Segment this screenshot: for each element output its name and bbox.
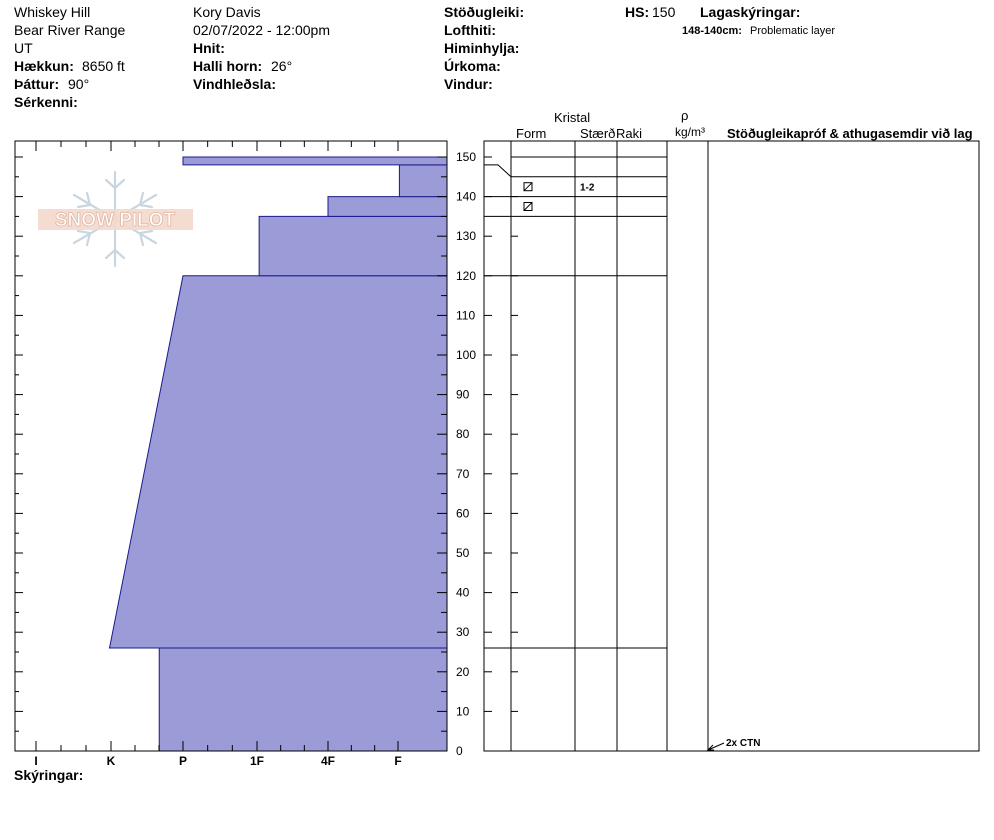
grain-size-label: 1-2 <box>580 183 595 194</box>
coordinates-label: Hnit: <box>193 40 225 56</box>
stability-tests: 2x CTN <box>706 738 760 751</box>
test-leader <box>707 742 725 751</box>
layer-connectors <box>484 164 512 649</box>
air-temperature-label: Lofthiti: <box>444 22 497 38</box>
density-symbol: ρ <box>681 108 689 123</box>
aspect-label: Þáttur: <box>14 76 60 92</box>
slope-label: Halli horn: <box>193 58 263 74</box>
test-label: 2x CTN <box>726 738 760 749</box>
form-header: Form <box>516 126 547 141</box>
hardness-layer <box>258 215 448 277</box>
hardness-tick-label: 4F <box>321 754 335 768</box>
faceted-grain-icon-slash <box>523 182 533 192</box>
precipitation-label: Úrkoma: <box>444 58 501 74</box>
location-name: Whiskey Hill <box>14 4 91 20</box>
snow-height-label: HS: <box>625 4 650 20</box>
faceted-grain-icon <box>523 202 533 211</box>
wind-loading-label: Vindhleðsla: <box>193 76 276 92</box>
watermark-logo: SNOW PILOT <box>55 210 176 231</box>
layer-note-text: Problematic layer <box>750 25 835 37</box>
state: UT <box>14 40 33 56</box>
depth-tick-label: 30 <box>456 625 470 639</box>
density-unit: kg/m³ <box>675 125 705 139</box>
depth-tick-label: 70 <box>456 467 470 481</box>
elevation-label: Hækkun: <box>14 58 74 74</box>
depth-tick-label: 0 <box>456 744 463 758</box>
faceted-grain-icon <box>523 182 533 192</box>
slope-value: 26° <box>271 58 293 74</box>
hardness-profile <box>108 156 448 752</box>
depth-tick-label: 50 <box>456 546 470 560</box>
sky-cover-label: Himinhylja: <box>444 40 520 56</box>
hardness-tick-label: 1F <box>250 754 264 768</box>
hardness-layer <box>182 156 448 166</box>
hardness-layer <box>398 164 448 198</box>
depth-tick-label: 60 <box>456 506 470 520</box>
depth-tick-label: 90 <box>456 388 470 402</box>
stability-label: Stöðugleiki: <box>444 4 525 20</box>
depth-tick-label: 40 <box>456 586 470 600</box>
hardness-tick-label: F <box>394 754 401 768</box>
observation-datetime: 02/07/2022 - 12:00pm <box>193 22 330 38</box>
depth-tick-label: 150 <box>456 150 476 164</box>
comments-label: Skýringar: <box>14 767 84 783</box>
hardness-axis: I K P 1F 4F F <box>34 141 402 768</box>
hardness-layer <box>327 196 448 217</box>
crystal-header: Kristal <box>554 110 591 125</box>
layer-connector <box>484 164 512 178</box>
moisture-header: Raki <box>616 126 643 141</box>
grain-layers: 1-2 <box>523 182 595 211</box>
size-header: Stærð <box>580 126 616 141</box>
wind-label: Vindur: <box>444 76 493 92</box>
watermark-band <box>38 209 193 230</box>
layer-boundary-lines <box>511 156 667 649</box>
hardness-layer <box>158 647 448 752</box>
layer-table-frame <box>483 140 980 752</box>
layer-table-dividers <box>510 141 709 751</box>
depth-tick-label: 110 <box>456 308 475 322</box>
aspect-value: 90° <box>68 76 90 92</box>
depth-tick-label: 100 <box>456 348 476 362</box>
hardness-tick-label: K <box>107 754 116 768</box>
layer-note-range: 148-140cm: <box>682 25 742 37</box>
mountain-range: Bear River Range <box>14 22 126 38</box>
hardness-tick-label: P <box>179 754 187 768</box>
depth-tick-label: 20 <box>456 665 470 679</box>
elevation-value: 8650 ft <box>82 58 125 74</box>
depth-tick-label: 10 <box>456 704 470 718</box>
faceted-grain-icon-slash <box>523 202 533 211</box>
hardness-plot-frame <box>14 140 448 752</box>
depth-tick-label: 80 <box>456 427 470 441</box>
stability-tests-header: Stöðugleikapróf & athugasemdir við lag <box>727 126 973 141</box>
hardness-tick-label: I <box>34 754 37 768</box>
test-arrow-icon <box>706 744 714 751</box>
depth-tick-label: 130 <box>456 229 476 243</box>
features-label: Sérkenni: <box>14 94 78 110</box>
depth-tick-label: 140 <box>456 190 476 204</box>
hardness-layer <box>108 275 448 649</box>
snow-height-value: 150 <box>652 4 676 20</box>
observer-name: Kory Davis <box>193 4 261 20</box>
depth-tick-label: 120 <box>456 269 476 283</box>
layer-notes-label: Lagaskýringar: <box>700 4 801 20</box>
